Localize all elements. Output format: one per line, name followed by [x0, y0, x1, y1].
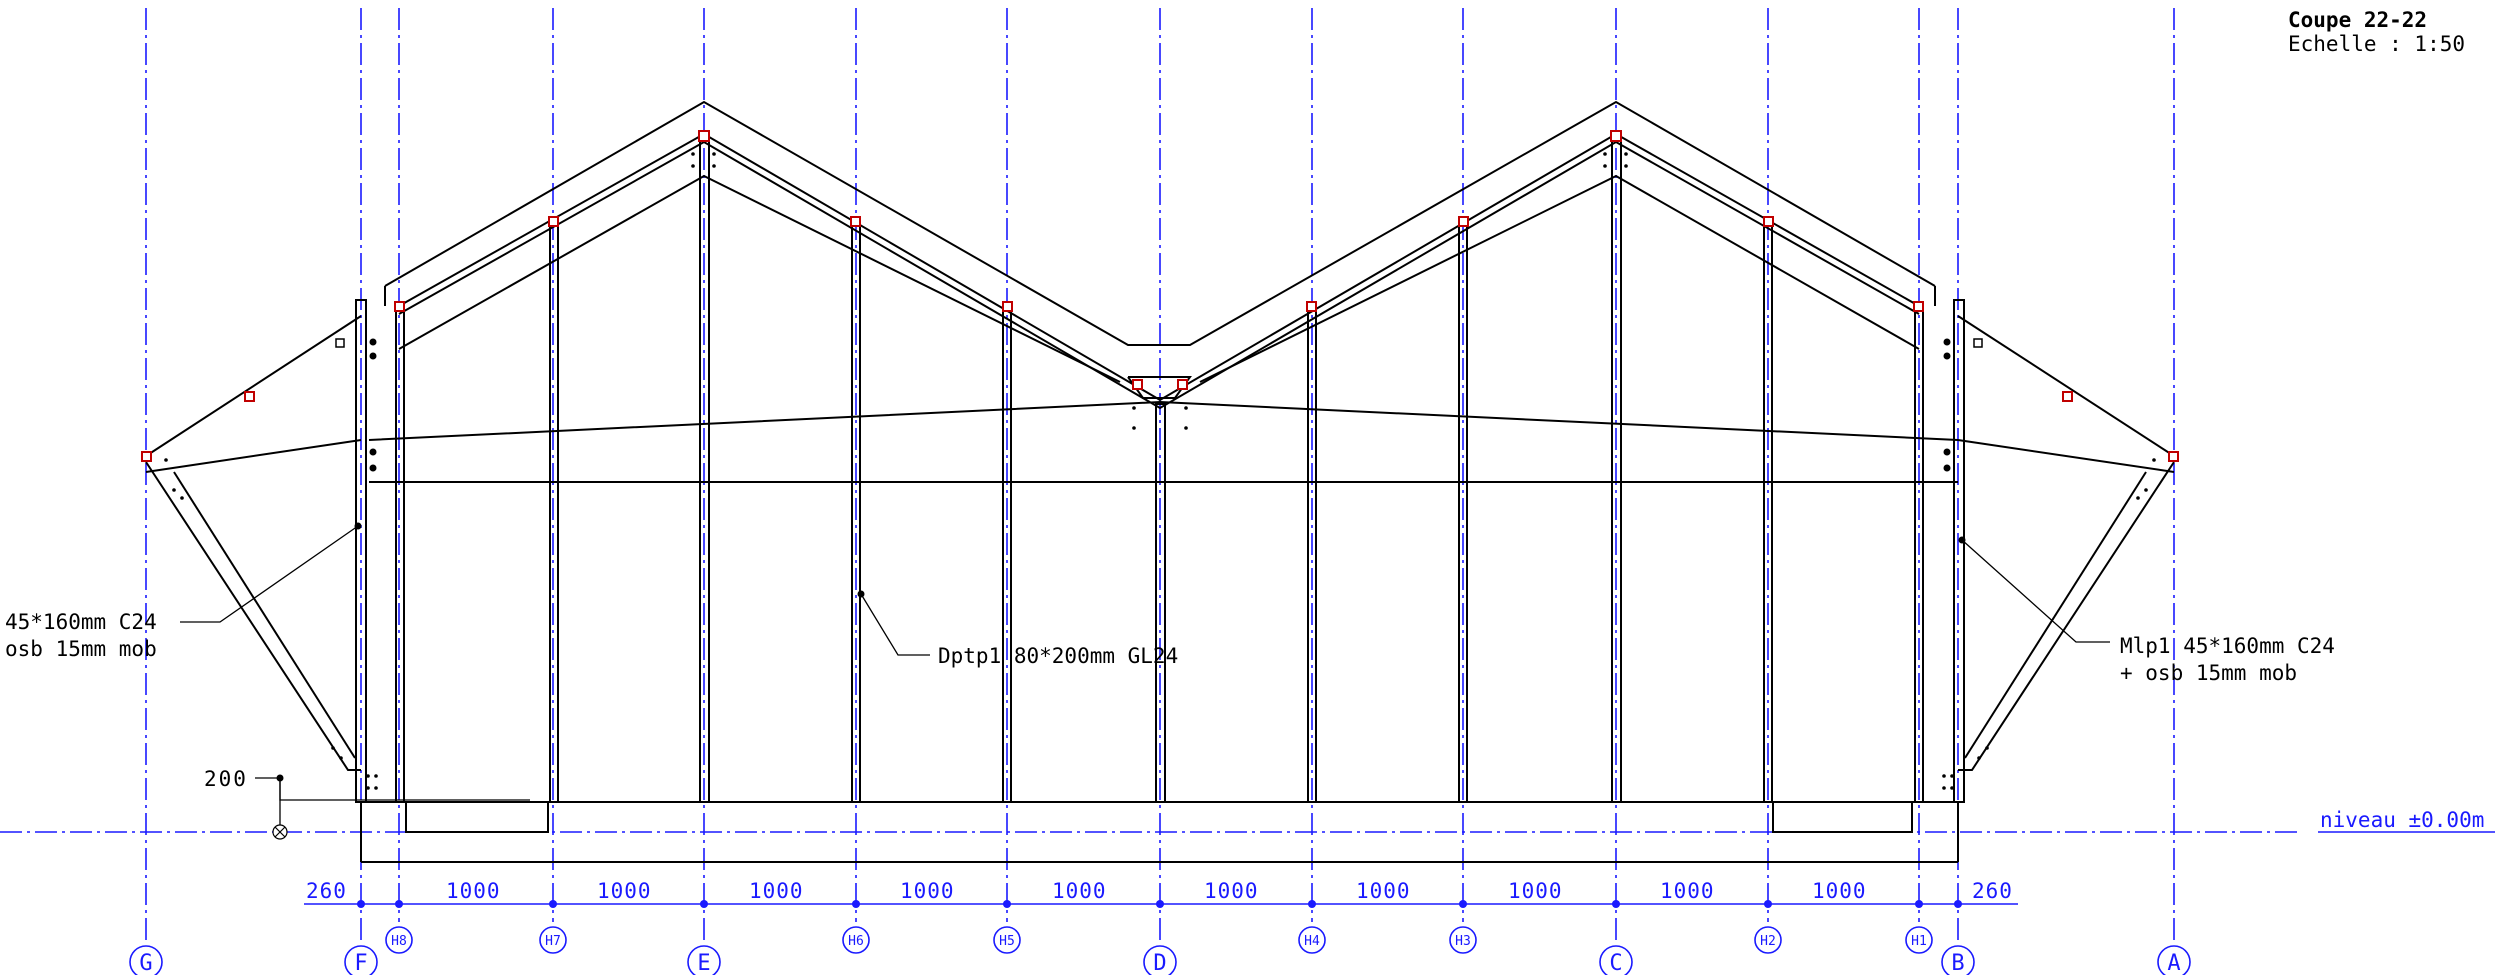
- grid-lines: [145, 8, 2175, 940]
- post-label: Dptp1 80*200mm GL24: [938, 644, 1178, 668]
- dimension-tick: [357, 900, 365, 908]
- dimension-tick: [852, 900, 860, 908]
- title-block: Coupe 22-22 Echelle : 1:50: [2288, 8, 2465, 56]
- dimension-tick: [1003, 900, 1011, 908]
- axis-label-f: F: [354, 951, 367, 975]
- axis-label-h6: H6: [848, 934, 864, 949]
- dimension-tick: [1156, 900, 1164, 908]
- dim-span: 1000: [1660, 879, 1715, 903]
- dim-span: 1000: [1204, 879, 1259, 903]
- dimension-ticks: [357, 900, 1962, 908]
- dim-span: 260: [306, 879, 347, 903]
- dimension-tick: [395, 900, 403, 908]
- level-label: niveau ±0.00m: [2320, 808, 2484, 832]
- dimension-tick: [549, 900, 557, 908]
- dim-span: 1000: [1812, 879, 1867, 903]
- axis-label-e: E: [697, 951, 710, 975]
- axis-markers: [129, 926, 2191, 975]
- axis-label-c: C: [1609, 951, 1622, 975]
- dim-span: 1000: [446, 879, 501, 903]
- dimension-tick: [700, 900, 708, 908]
- leaders: [180, 525, 2110, 830]
- height-dimension: 200: [204, 767, 248, 791]
- dimension-tick: [1612, 900, 1620, 908]
- dim-span: 1000: [1508, 879, 1563, 903]
- right-wall-label-1: Mlp1 45*160mm C24: [2120, 634, 2335, 658]
- axis-label-b: B: [1951, 951, 1964, 975]
- right-wall-label-2: + osb 15mm mob: [2120, 661, 2297, 685]
- axis-label-h7: H7: [545, 934, 561, 949]
- dimension-tick: [1954, 900, 1962, 908]
- axis-label-h8: H8: [391, 934, 407, 949]
- axis-label-h4: H4: [1304, 934, 1320, 949]
- dimension-tick: [1915, 900, 1923, 908]
- axis-label-h1: H1: [1911, 934, 1927, 949]
- connectors: [141, 130, 2179, 462]
- scale-label: Echelle : 1:50: [2288, 32, 2466, 56]
- axis-label-a: A: [2167, 951, 2180, 975]
- dimension-tick: [1459, 900, 1467, 908]
- dim-span: 1000: [1356, 879, 1411, 903]
- axis-label-h5: H5: [999, 934, 1015, 949]
- dimension-tick: [1308, 900, 1316, 908]
- dim-span: 1000: [597, 879, 652, 903]
- dim-span: 260: [1972, 879, 2013, 903]
- axis-label-d: D: [1153, 951, 1166, 975]
- axis-label-g: G: [139, 951, 152, 975]
- section-title: Coupe 22-22: [2288, 8, 2428, 32]
- dim-span: 1000: [1052, 879, 1107, 903]
- dimension-tick: [1764, 900, 1772, 908]
- axis-label-h3: H3: [1455, 934, 1471, 949]
- left-wall-label-2: osb 15mm mob: [5, 637, 157, 661]
- axis-label-h2: H2: [1760, 934, 1776, 949]
- dim-span: 1000: [749, 879, 804, 903]
- left-wall-label-1: 45*160mm C24: [5, 610, 157, 634]
- dim-span: 1000: [900, 879, 955, 903]
- bolts: [164, 152, 2156, 790]
